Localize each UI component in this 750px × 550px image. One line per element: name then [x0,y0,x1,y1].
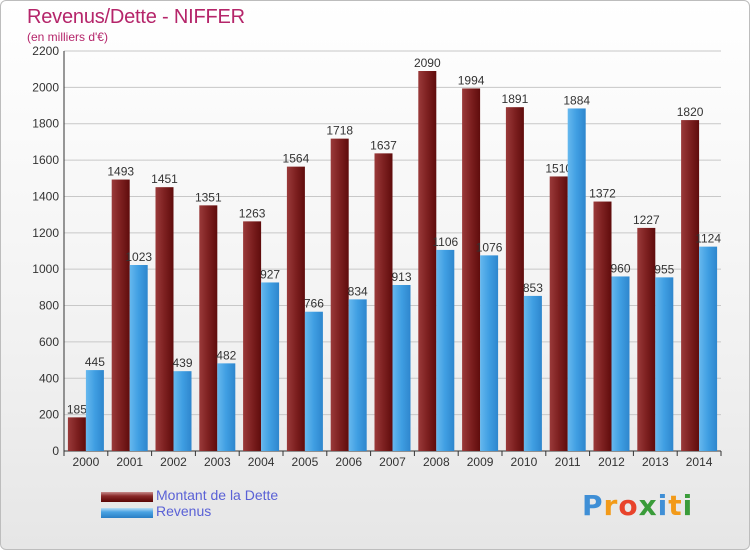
bar-dette [155,187,174,451]
bar-dette [505,107,524,451]
data-label-dette: 1263 [239,206,266,220]
data-label-dette: 1718 [326,124,353,138]
data-label-revenus: 1124 [695,232,721,246]
data-label-revenus: 960 [610,261,630,275]
data-label-revenus: 439 [172,356,192,370]
data-label-dette: 1372 [589,187,616,201]
y-tick-label: 200 [39,408,59,422]
y-tick-label: 0 [52,444,59,458]
x-tick-label: 2009 [467,455,494,469]
data-label-dette: 1493 [107,165,134,179]
data-label-revenus: 955 [654,262,674,276]
bar-revenus [217,363,236,451]
bar-dette [67,417,86,451]
data-label-revenus: 853 [523,281,543,295]
bar-dette [243,221,262,451]
bar-revenus [655,277,674,451]
data-label-dette: 1820 [677,105,704,119]
x-tick-label: 2002 [160,455,187,469]
legend-swatch-revenus [101,508,153,518]
data-label-dette: 185 [67,402,87,416]
y-tick-label: 800 [39,299,59,313]
data-label-dette: 1351 [195,190,222,204]
data-label-dette: 1994 [458,73,485,87]
bar-dette [681,120,700,451]
bar-revenus [436,249,455,451]
data-label-revenus: 1106 [432,235,458,249]
y-tick-label: 1600 [32,153,59,167]
y-tick-label: 2000 [32,80,59,94]
data-label-revenus: 766 [304,297,324,311]
bar-revenus [85,370,104,451]
x-tick-label: 2013 [642,455,669,469]
x-tick-label: 2012 [598,455,625,469]
bar-revenus [567,108,586,452]
data-label-dette: 1451 [151,172,178,186]
chart-title: Revenus/Dette - NIFFER [27,6,245,28]
y-tick-label: 1800 [32,117,59,131]
x-tick-label: 2014 [686,455,713,469]
bar-revenus [129,265,148,451]
data-label-revenus: 1884 [563,93,590,107]
bar-dette [330,138,349,452]
x-tick-label: 2004 [248,455,275,469]
data-label-revenus: 913 [391,270,411,284]
data-label-revenus: 482 [216,348,236,362]
data-label-dette: 1510 [545,161,572,175]
bar-revenus [348,299,367,451]
data-label-dette: 1637 [370,138,397,152]
x-tick-label: 2011 [555,455,581,469]
bar-dette [199,205,218,451]
proxiti-logo: Proxiti [582,489,694,522]
x-tick-label: 2001 [116,455,143,469]
data-label-revenus: 1076 [476,240,503,254]
data-label-dette: 1227 [633,213,660,227]
data-label-dette: 1891 [502,92,529,106]
bar-revenus [392,285,411,451]
x-tick-label: 2010 [511,455,538,469]
bar-dette [286,166,305,452]
data-label-revenus: 1023 [125,250,152,264]
legend-swatch-dette [101,492,153,502]
bar-revenus [611,276,630,451]
data-label-revenus: 445 [85,355,105,369]
x-tick-label: 2003 [204,455,231,469]
bar-dette [593,201,612,451]
chart-subtitle: (en milliers d'€) [27,30,108,44]
bar-revenus [173,371,192,451]
x-tick-label: 2008 [423,455,450,469]
y-tick-label: 600 [39,335,59,349]
y-tick-label: 1400 [32,189,59,203]
legend-label-revenus: Revenus [156,503,212,519]
bar-dette [637,227,656,451]
data-label-revenus: 834 [348,284,368,298]
bar-dette [111,179,130,451]
bar-revenus [699,246,718,451]
y-tick-label: 2200 [32,44,59,58]
bar-revenus [261,282,280,451]
y-tick-label: 400 [39,371,59,385]
y-tick-label: 1200 [32,226,59,240]
bar-dette [462,88,481,452]
bar-revenus [304,311,323,451]
bar-dette [418,71,437,451]
data-label-revenus: 927 [260,267,280,281]
bar-revenus [480,255,499,451]
x-tick-label: 2000 [73,455,100,469]
bar-dette [549,176,568,452]
bar-revenus [523,295,542,451]
data-label-dette: 2090 [414,56,441,70]
legend-label-dette: Montant de la Dette [156,487,279,503]
x-tick-label: 2005 [292,455,319,469]
y-tick-label: 1000 [32,262,59,276]
data-label-dette: 1564 [283,152,310,166]
x-tick-label: 2007 [379,455,406,469]
x-tick-label: 2006 [335,455,362,469]
bar-dette [374,153,393,451]
